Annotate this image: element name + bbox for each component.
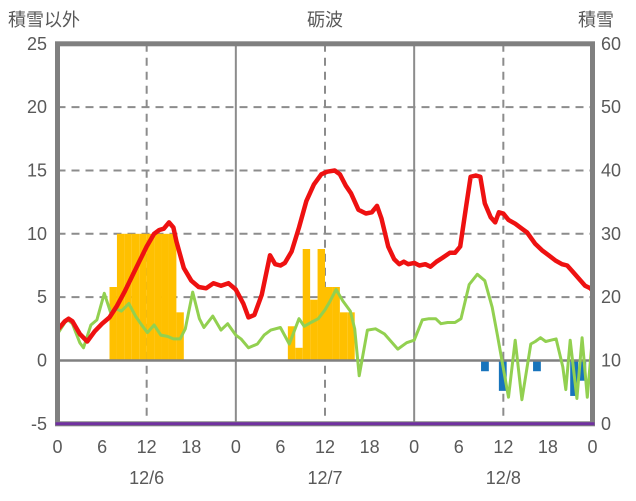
y-axis-left-tick-label: 25	[27, 34, 47, 54]
x-axis-hour-tick-label: 6	[275, 437, 285, 457]
x-axis-hour-tick-label: 6	[97, 437, 107, 457]
orange-bar	[310, 299, 318, 361]
y-axis-right-tick-label: 60	[601, 34, 621, 54]
blue-bar	[481, 360, 489, 372]
orange-bar	[139, 233, 147, 361]
y-axis-right-tick-label: 40	[601, 160, 621, 180]
x-axis-hour-tick-label: 0	[52, 437, 62, 457]
y-axis-right-tick-label: 50	[601, 97, 621, 117]
x-axis-hour-tick-label: 0	[587, 437, 597, 457]
x-axis-date-label: 12/8	[486, 468, 521, 488]
y-axis-left-tick-label: 0	[37, 350, 47, 370]
y-axis-right-tick-label: 10	[601, 350, 621, 370]
x-axis-hour-tick-label: 12	[137, 437, 157, 457]
right-axis-title: 積雪	[578, 10, 614, 30]
y-axis-left-tick-label: 10	[27, 224, 47, 244]
orange-bar	[131, 233, 140, 361]
x-axis-hour-tick-label: 0	[409, 437, 419, 457]
orange-bar	[317, 249, 325, 361]
orange-bar	[161, 233, 169, 361]
blue-bar	[578, 360, 587, 381]
x-axis-hour-tick-label: 0	[231, 437, 241, 457]
x-axis-date-label: 12/6	[129, 468, 164, 488]
x-axis-hour-tick-label: 12	[315, 437, 335, 457]
y-axis-left-tick-label: -5	[31, 414, 47, 434]
chart-title: 砺波	[307, 10, 343, 30]
orange-bar	[168, 233, 177, 361]
orange-bar	[109, 287, 117, 361]
orange-bar	[325, 287, 333, 361]
orange-bar	[287, 326, 296, 361]
orange-bar	[347, 312, 355, 361]
left-axis-title: 積雪以外	[8, 10, 80, 30]
y-axis-left-tick-label: 20	[27, 97, 47, 117]
y-axis-left-tick-label: 5	[37, 287, 47, 307]
blue-bar	[498, 360, 507, 391]
orange-bar	[146, 233, 155, 361]
green-line	[56, 272, 594, 402]
x-axis-date-label: 12/7	[307, 468, 342, 488]
orange-bar	[302, 249, 311, 361]
x-axis-hour-tick-label: 6	[454, 437, 464, 457]
x-axis-hour-tick-label: 12	[493, 437, 513, 457]
y-axis-right-tick-label: 0	[601, 414, 611, 434]
orange-bar	[295, 347, 303, 361]
orange-bar	[124, 233, 132, 361]
x-axis-hour-tick-label: 18	[538, 437, 558, 457]
x-axis-hour-tick-label: 18	[181, 437, 201, 457]
orange-bar	[154, 233, 162, 361]
orange-bar	[332, 287, 340, 361]
orange-bar	[339, 312, 348, 361]
y-axis-right-tick-label: 30	[601, 224, 621, 244]
red-line	[55, 168, 595, 344]
x-axis-hour-tick-label: 18	[360, 437, 380, 457]
y-axis-left-tick-label: 15	[27, 160, 47, 180]
blue-bar	[533, 360, 541, 372]
y-axis-right-tick-label: 20	[601, 287, 621, 307]
